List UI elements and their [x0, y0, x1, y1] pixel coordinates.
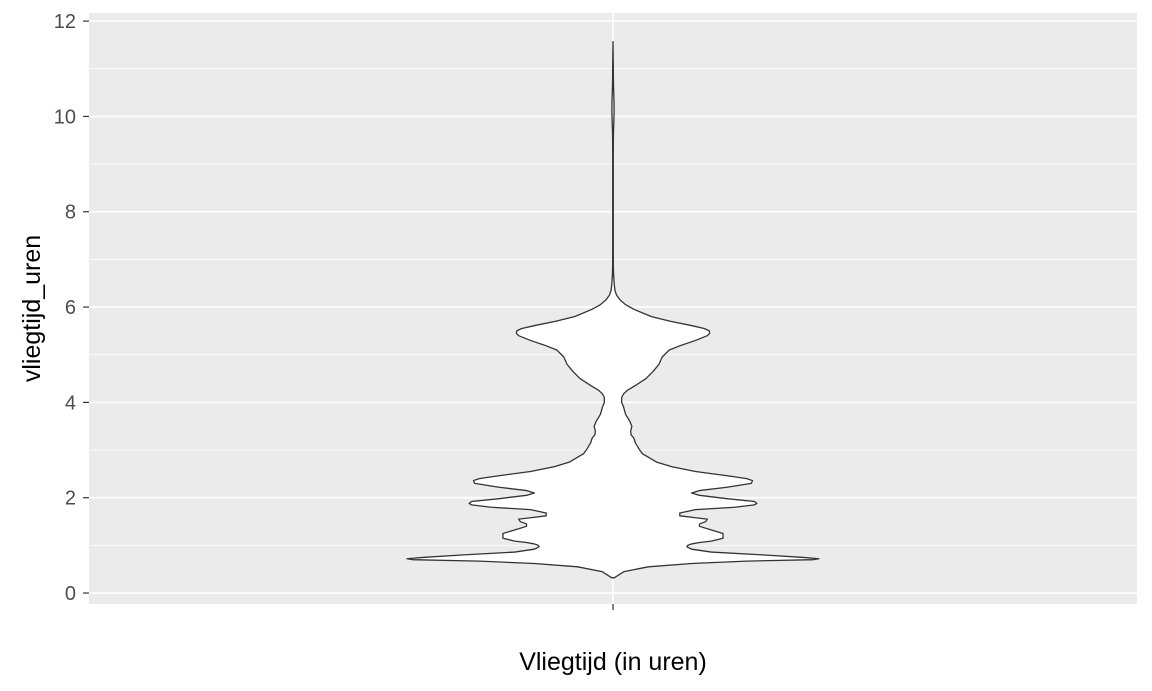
x-axis-title: Vliegtijd (in uren): [519, 648, 707, 676]
y-tick-label: 12: [54, 11, 76, 33]
y-tick-label: 0: [65, 583, 76, 605]
y-tick-label: 2: [65, 488, 76, 510]
violin-shape: [406, 40, 820, 579]
y-tick-label: 10: [54, 106, 76, 128]
y-axis-title: vliegtijd_uren: [18, 235, 46, 382]
y-tick-label: 4: [65, 392, 76, 414]
y-tick-label: 8: [65, 202, 76, 224]
y-tick-label: 6: [65, 297, 76, 319]
y-axis: 0 2 4 6 8 10 12: [54, 11, 89, 605]
